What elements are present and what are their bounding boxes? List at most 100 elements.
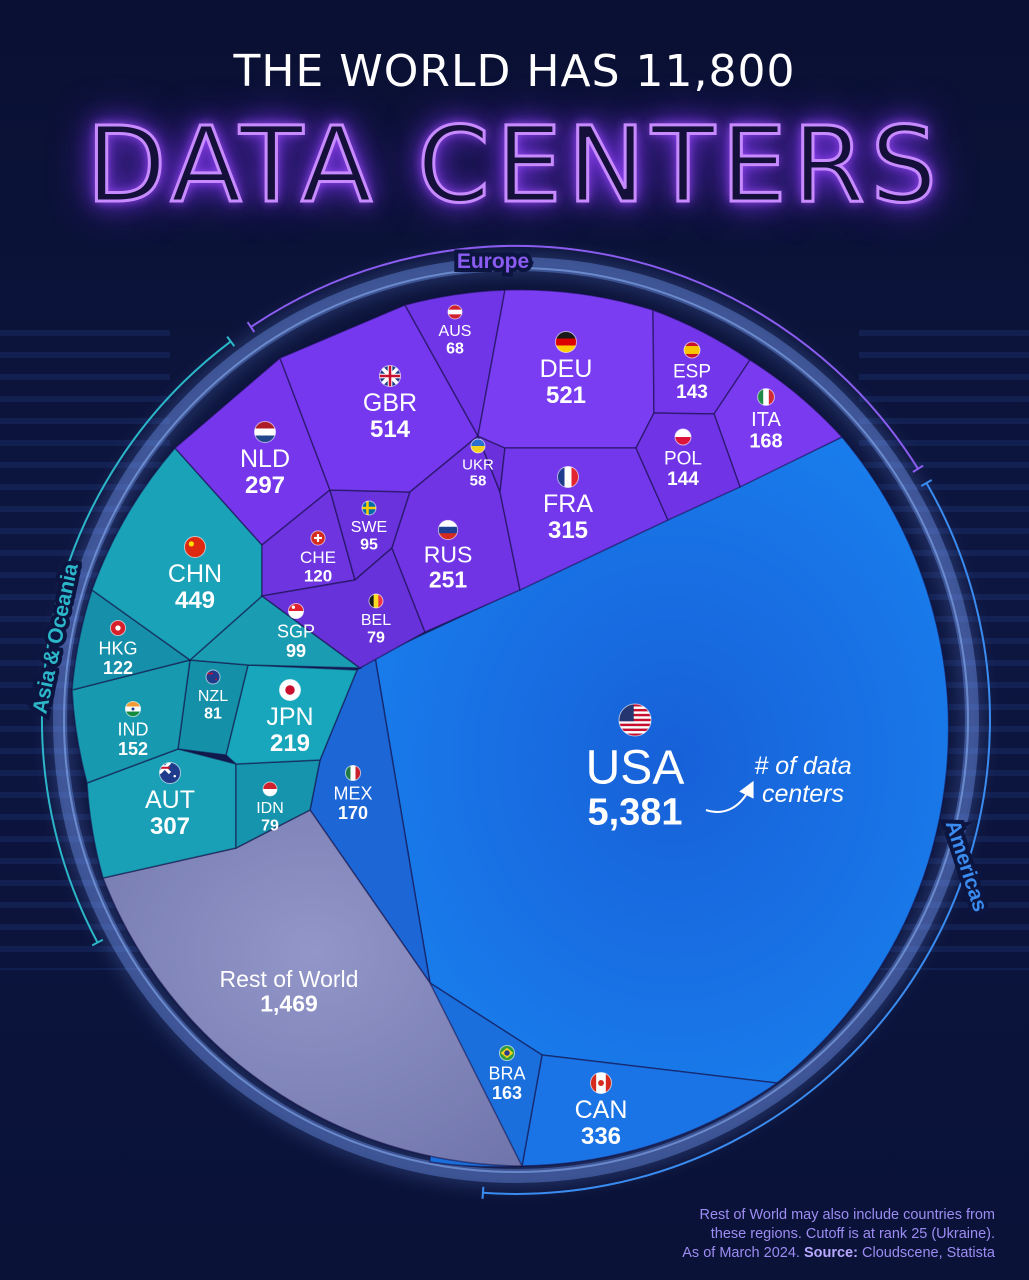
ita-flag-icon <box>757 388 775 406</box>
annotation-line1: # of data <box>754 752 851 780</box>
country-value-nzl: 81 <box>204 705 222 722</box>
country-code-fra: FRA <box>543 490 593 518</box>
country-code-aus: AUS <box>439 323 472 340</box>
country-code-swe: SWE <box>351 519 387 536</box>
deu-flag-icon <box>555 331 577 353</box>
hkg-flag-icon <box>109 619 127 637</box>
cell-can <box>521 1054 780 1167</box>
nzl-flag-icon <box>205 669 221 685</box>
country-value-aus: 68 <box>446 340 464 357</box>
country-code-bra: BRA <box>488 1063 525 1083</box>
country-code-rus: RUS <box>424 542 473 568</box>
footnote-line2: these regions. Cutoff is at rank 25 (Ukr… <box>710 1226 995 1242</box>
country-value-bel: 79 <box>367 629 385 646</box>
country-code-ind: IND <box>118 719 149 739</box>
country-code-aut: AUT <box>145 786 195 814</box>
mex-flag-icon <box>344 764 362 782</box>
region-label-europe: Europe <box>457 250 529 273</box>
country-code-esp: ESP <box>673 362 711 383</box>
footnote: Rest of World may also include countries… <box>575 1206 995 1263</box>
country-value-esp: 143 <box>676 382 708 403</box>
country-value-hkg: 122 <box>103 658 133 678</box>
country-value-sgp: 99 <box>286 641 306 661</box>
title-main: DATA CENTERS <box>85 103 943 228</box>
country-value-idn: 79 <box>261 817 279 834</box>
outer-glow-ring <box>53 257 979 1183</box>
footnote-date: As of March 2024. <box>682 1245 800 1261</box>
nld-flag-icon <box>254 421 276 443</box>
che-flag-icon <box>310 530 326 546</box>
country-value-ind: 152 <box>118 739 148 759</box>
country-value-ukr: 58 <box>470 473 487 490</box>
cell-hkg <box>71 588 192 691</box>
ukr-flag-icon <box>470 438 486 454</box>
country-code-rest-of-world: Rest of World <box>220 966 359 992</box>
country-code-che: CHE <box>300 548 336 567</box>
cell-usa <box>374 436 950 1084</box>
jpn-flag-icon <box>279 679 301 701</box>
bra-flag-icon <box>498 1044 516 1062</box>
country-value-rus: 251 <box>429 566 468 592</box>
chart-outline <box>63 267 969 1173</box>
country-code-ukr: UKR <box>462 456 494 473</box>
country-value-nld: 297 <box>245 472 285 499</box>
country-value-ita: 168 <box>749 430 782 452</box>
country-value-gbr: 514 <box>370 416 411 443</box>
country-code-jpn: JPN <box>266 703 313 731</box>
country-code-chn: CHN <box>168 560 222 588</box>
country-code-can: CAN <box>575 1096 628 1124</box>
country-value-che: 120 <box>304 566 332 585</box>
country-code-usa: USA <box>586 741 685 794</box>
chn-flag-icon <box>184 536 206 558</box>
sgp-flag-icon <box>287 602 305 620</box>
country-code-idn: IDN <box>256 800 284 817</box>
esp-flag-icon <box>683 341 701 359</box>
country-code-gbr: GBR <box>363 389 417 417</box>
usa-flag-icon <box>618 703 652 737</box>
annotation-arrow <box>705 780 754 813</box>
country-value-aut: 307 <box>150 813 190 840</box>
country-value-can: 336 <box>581 1123 621 1150</box>
country-code-hkg: HKG <box>98 638 137 658</box>
country-code-nld: NLD <box>240 445 290 473</box>
country-code-mex: MEX <box>333 783 372 803</box>
country-value-mex: 170 <box>338 803 368 823</box>
country-code-ita: ITA <box>751 409 781 431</box>
country-code-pol: POL <box>664 449 702 470</box>
country-code-bel: BEL <box>361 612 391 629</box>
aus-flag-icon <box>447 304 463 320</box>
aut-flag-icon <box>159 762 181 784</box>
footnote-line3: As of March 2024. Source: Cloudscene, St… <box>575 1244 995 1263</box>
country-code-sgp: SGP <box>277 621 315 641</box>
country-code-nzl: NZL <box>198 688 228 705</box>
swe-flag-icon <box>361 500 377 516</box>
cell-chn <box>91 446 263 661</box>
fra-flag-icon <box>557 466 579 488</box>
country-value-jpn: 219 <box>270 730 310 757</box>
